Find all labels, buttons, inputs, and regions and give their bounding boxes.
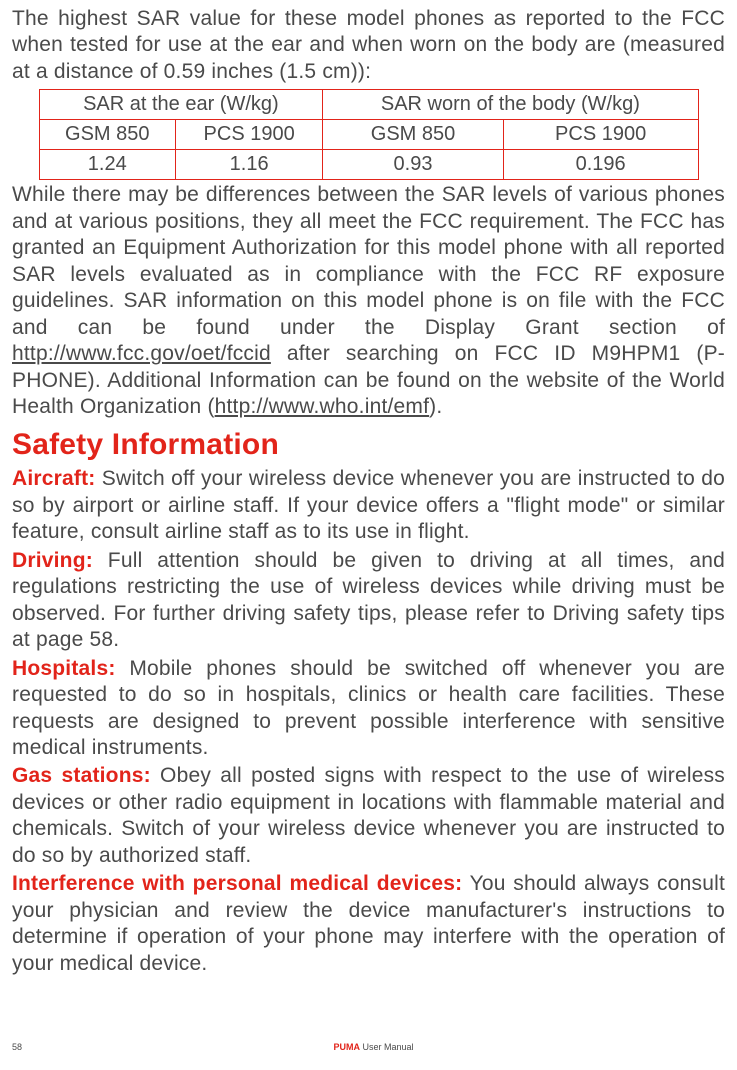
post-table-paragraph: While there may be differences between t… (12, 182, 725, 420)
table-cell: 1.24 (39, 150, 176, 180)
safety-information-heading: Safety Information (12, 428, 725, 462)
document-page: The highest SAR value for these model ph… (0, 0, 737, 1070)
interference-label: Interference with personal medical devic… (12, 872, 462, 895)
hospitals-text: Mobile phones should be switched off whe… (12, 657, 725, 759)
table-row: SAR at the ear (W/kg) SAR worn of the bo… (39, 90, 698, 120)
aircraft-paragraph: Aircraft: Switch off your wireless devic… (12, 466, 725, 545)
brand-name: PUMA (333, 1042, 360, 1052)
table-row: 1.24 1.16 0.93 0.196 (39, 150, 698, 180)
table-cell: 0.196 (503, 150, 698, 180)
footer-brand: PUMA User Manual (12, 1042, 725, 1052)
gas-stations-paragraph: Gas stations: Obey all posted signs with… (12, 763, 725, 869)
table-cell: PCS 1900 (503, 120, 698, 150)
sar-table: SAR at the ear (W/kg) SAR worn of the bo… (39, 89, 699, 180)
driving-paragraph: Driving: Full attention should be given … (12, 548, 725, 654)
gas-stations-label: Gas stations: (12, 764, 151, 787)
table-header-ear: SAR at the ear (W/kg) (39, 90, 323, 120)
table-cell: 1.16 (176, 150, 323, 180)
aircraft-text: Switch off your wireless device whenever… (12, 467, 725, 543)
table-row: GSM 850 PCS 1900 GSM 850 PCS 1900 (39, 120, 698, 150)
link-fcc[interactable]: http://www.fcc.gov/oet/fccid (12, 342, 271, 365)
table-header-body: SAR worn of the body (W/kg) (323, 90, 698, 120)
hospitals-label: Hospitals: (12, 657, 116, 680)
interference-paragraph: Interference with personal medical devic… (12, 871, 725, 977)
driving-label: Driving: (12, 549, 93, 572)
table-cell: GSM 850 (323, 120, 504, 150)
driving-text: Full attention should be given to drivin… (12, 549, 725, 651)
page-footer: 58 PUMA User Manual (12, 1042, 725, 1052)
intro-paragraph: The highest SAR value for these model ph… (12, 6, 725, 85)
table-cell: PCS 1900 (176, 120, 323, 150)
link-who[interactable]: http://www.who.int/emf (215, 395, 429, 418)
table-cell: 0.93 (323, 150, 504, 180)
table-cell: GSM 850 (39, 120, 176, 150)
aircraft-label: Aircraft: (12, 467, 95, 490)
hospitals-paragraph: Hospitals: Mobile phones should be switc… (12, 656, 725, 762)
text-fragment: ). (429, 395, 442, 418)
text-fragment: While there may be differences between t… (12, 183, 725, 338)
brand-suffix: User Manual (360, 1042, 414, 1052)
page-number: 58 (12, 1042, 22, 1052)
